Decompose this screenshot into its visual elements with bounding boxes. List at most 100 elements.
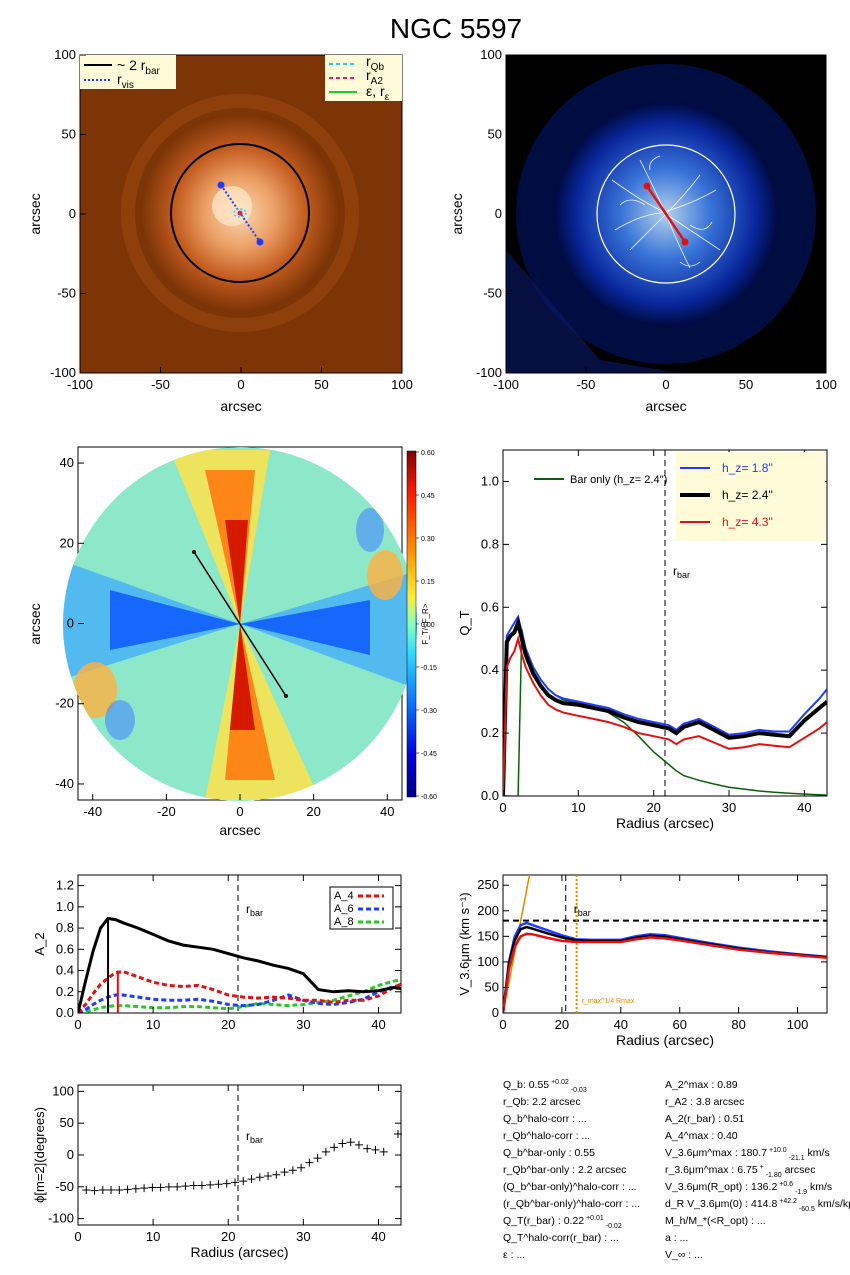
x-tick-label: -40 [83,804,102,819]
y-tick-label: 0 [495,206,502,221]
x-tick-label: 100 [391,377,413,392]
phase-point [173,1182,182,1191]
qt-axes: 0 10 20 30 40 0.0 0.2 0.4 0.6 0.8 1.0 Radius (arcse… [457,450,827,831]
rotation-panel: 0 20 40 60 80 100 0 50 100 150 200 250 Radius (arcse… [457,874,828,1048]
rbar-label: rbar [673,564,690,580]
rc-plot-area [503,875,827,1013]
x-tick-label: -20 [157,804,176,819]
qt-legend-bar-only: Bar only (h_z= 2.4'') [570,474,667,486]
legend-left-item-0: ~ 2 rbar [117,57,161,77]
y-tick-label: 0 [69,206,76,221]
a2-legend-item-1: A_6 [334,903,354,915]
y-tick-label: 20 [60,535,74,550]
param-row: M_h/M_*(<R_opt) : ... [665,1215,766,1227]
colorbar-tick-label: -0.15 [421,665,437,672]
a2-legend-item-2: A_8 [334,916,354,928]
param-row: V_∞ : ... [665,1249,703,1261]
param-row: d_R V_3.6μm(0) : 414.8 +42.2 -60.5 km/s/… [665,1198,850,1213]
x-tick-label: 0 [74,1017,81,1032]
ratio-ylabel: arcsec [27,603,43,644]
param-row: Q_b: 0.55 +0.02 -0.03 [503,1079,587,1094]
optical-ylabel: arcsec [27,193,43,234]
phase-point [288,1166,297,1175]
x-tick-label: 20 [221,1229,235,1244]
x-tick-label: 40 [371,1017,385,1032]
legend-left-bg [80,55,176,89]
x-tick-label: -100 [67,377,93,392]
phase-point [90,1186,99,1195]
param-row: V_3.6μm(R_opt) : 136.2 +0.6 -1.9 km/s [665,1181,832,1196]
phase-point [82,1186,91,1194]
y-tick-label: 150 [477,928,499,943]
rc-axes: 0 20 40 60 80 100 0 50 100 150 200 250 Radius (arcse… [457,875,827,1048]
rvis-end-top [217,181,225,189]
phase-point [272,1170,281,1179]
y-tick-label: -50 [55,1179,74,1194]
qt-legend-item-2: h_z= 4.3'' [722,515,773,529]
phase-point [330,1143,339,1152]
a2-series-2 [78,983,401,1013]
figure-title: NGC 5597 [390,13,522,44]
y-tick-label: 100 [480,47,502,62]
phase-point [393,1130,402,1138]
param-row: (r_Qb^bar-only)^halo-corr : ... [503,1198,640,1210]
phase-point [247,1175,256,1184]
phase-point [156,1183,165,1192]
x-tick-label: 30 [296,1017,310,1032]
phase-point [98,1186,107,1194]
x-axis-label: Radius (arcsec) [190,1244,288,1260]
x-tick-label: 0 [236,804,243,819]
y-tick-label: 0.4 [481,662,499,677]
legend-right-item-1: rA2 [366,67,383,87]
x-tick-label: 30 [722,800,736,815]
x-tick-label: 50 [739,377,753,392]
rbar-label: rbar [246,902,263,918]
colorbar-tick-label: 0.30 [421,536,435,543]
param-row: r_3.6μm^max : 6.75 + -1.80 arcsec [665,1164,816,1179]
y-tick-label: 250 [477,877,499,892]
phase-point [189,1181,198,1190]
x-tick-label: 30 [296,1229,310,1244]
rmax-label: r_max^1/4 Rmax [582,998,635,1005]
colorbar-label: F_T/<F_R> [421,603,430,644]
forcemap-ticks: -100-100 -50 -50 0 0 50 50 100 100 [476,47,837,392]
forcemap-xlabel: arcsec [645,398,686,414]
y-tick-label: 100 [477,954,499,969]
phase-point [346,1138,355,1147]
param-row: V_3.6μm^max : 180.7 +10.0 -21.1 km/s [665,1147,830,1162]
bar-axis-red [645,185,687,243]
phase-point [321,1147,330,1156]
rvis-line [220,184,261,243]
legend-left-item-1: rvis [117,71,134,91]
param-row: Q_T(r_bar) : 0.22 +0.01 -0.02 [503,1215,622,1230]
phase-point [264,1172,273,1180]
param-row: Q_T^halo-corr(r_bar) : ... [503,1232,619,1244]
y-tick-label: 0.6 [481,599,499,614]
y-tick-label: -100 [476,365,502,380]
x-tick-label: -50 [577,377,596,392]
param-row: Q_b^halo-corr : ... [503,1113,587,1125]
rvis-end-bottom [256,238,264,246]
phase-point [214,1180,223,1189]
param-row: ε : ... [503,1249,525,1261]
optical-ticks: -100-100 -50 -50 0 0 50 50 100 100 [50,47,413,392]
x-tick-label: 40 [797,800,811,815]
colorbar-tick-label: -0.30 [421,708,437,715]
y-tick-label: 0 [67,616,74,631]
a2-panel: 0 10 20 30 40 0.0 0.2 0.4 0.6 0.8 1.0 1.2 A_2 rbar A_… [32,874,402,1032]
qt-series-2 [503,634,827,796]
x-tick-label: 10 [571,800,585,815]
phase-panel: 0 10 20 30 40 -100 -50 0 50 100 Radius (arcsec) ϕ[m… [32,1083,402,1260]
rqb-ellipse [233,208,247,218]
colorbar-tick-label: 0.00 [421,622,435,629]
y-tick-label: 0 [492,1005,499,1020]
colorbar-ticks: 0.60 0.45 0.30 0.15 0.00 -0.15 -0.30 -0.45 -0.60 [416,450,437,801]
phase-point [140,1184,149,1193]
phase-point [305,1158,314,1167]
a2-series-0 [78,916,401,1013]
y-tick-label: -50 [483,286,502,301]
a2-plot-area [78,875,401,1013]
phase-point [371,1145,380,1154]
x-axis-label: Radius (arcsec) [616,1032,714,1048]
phase-point [123,1185,132,1194]
